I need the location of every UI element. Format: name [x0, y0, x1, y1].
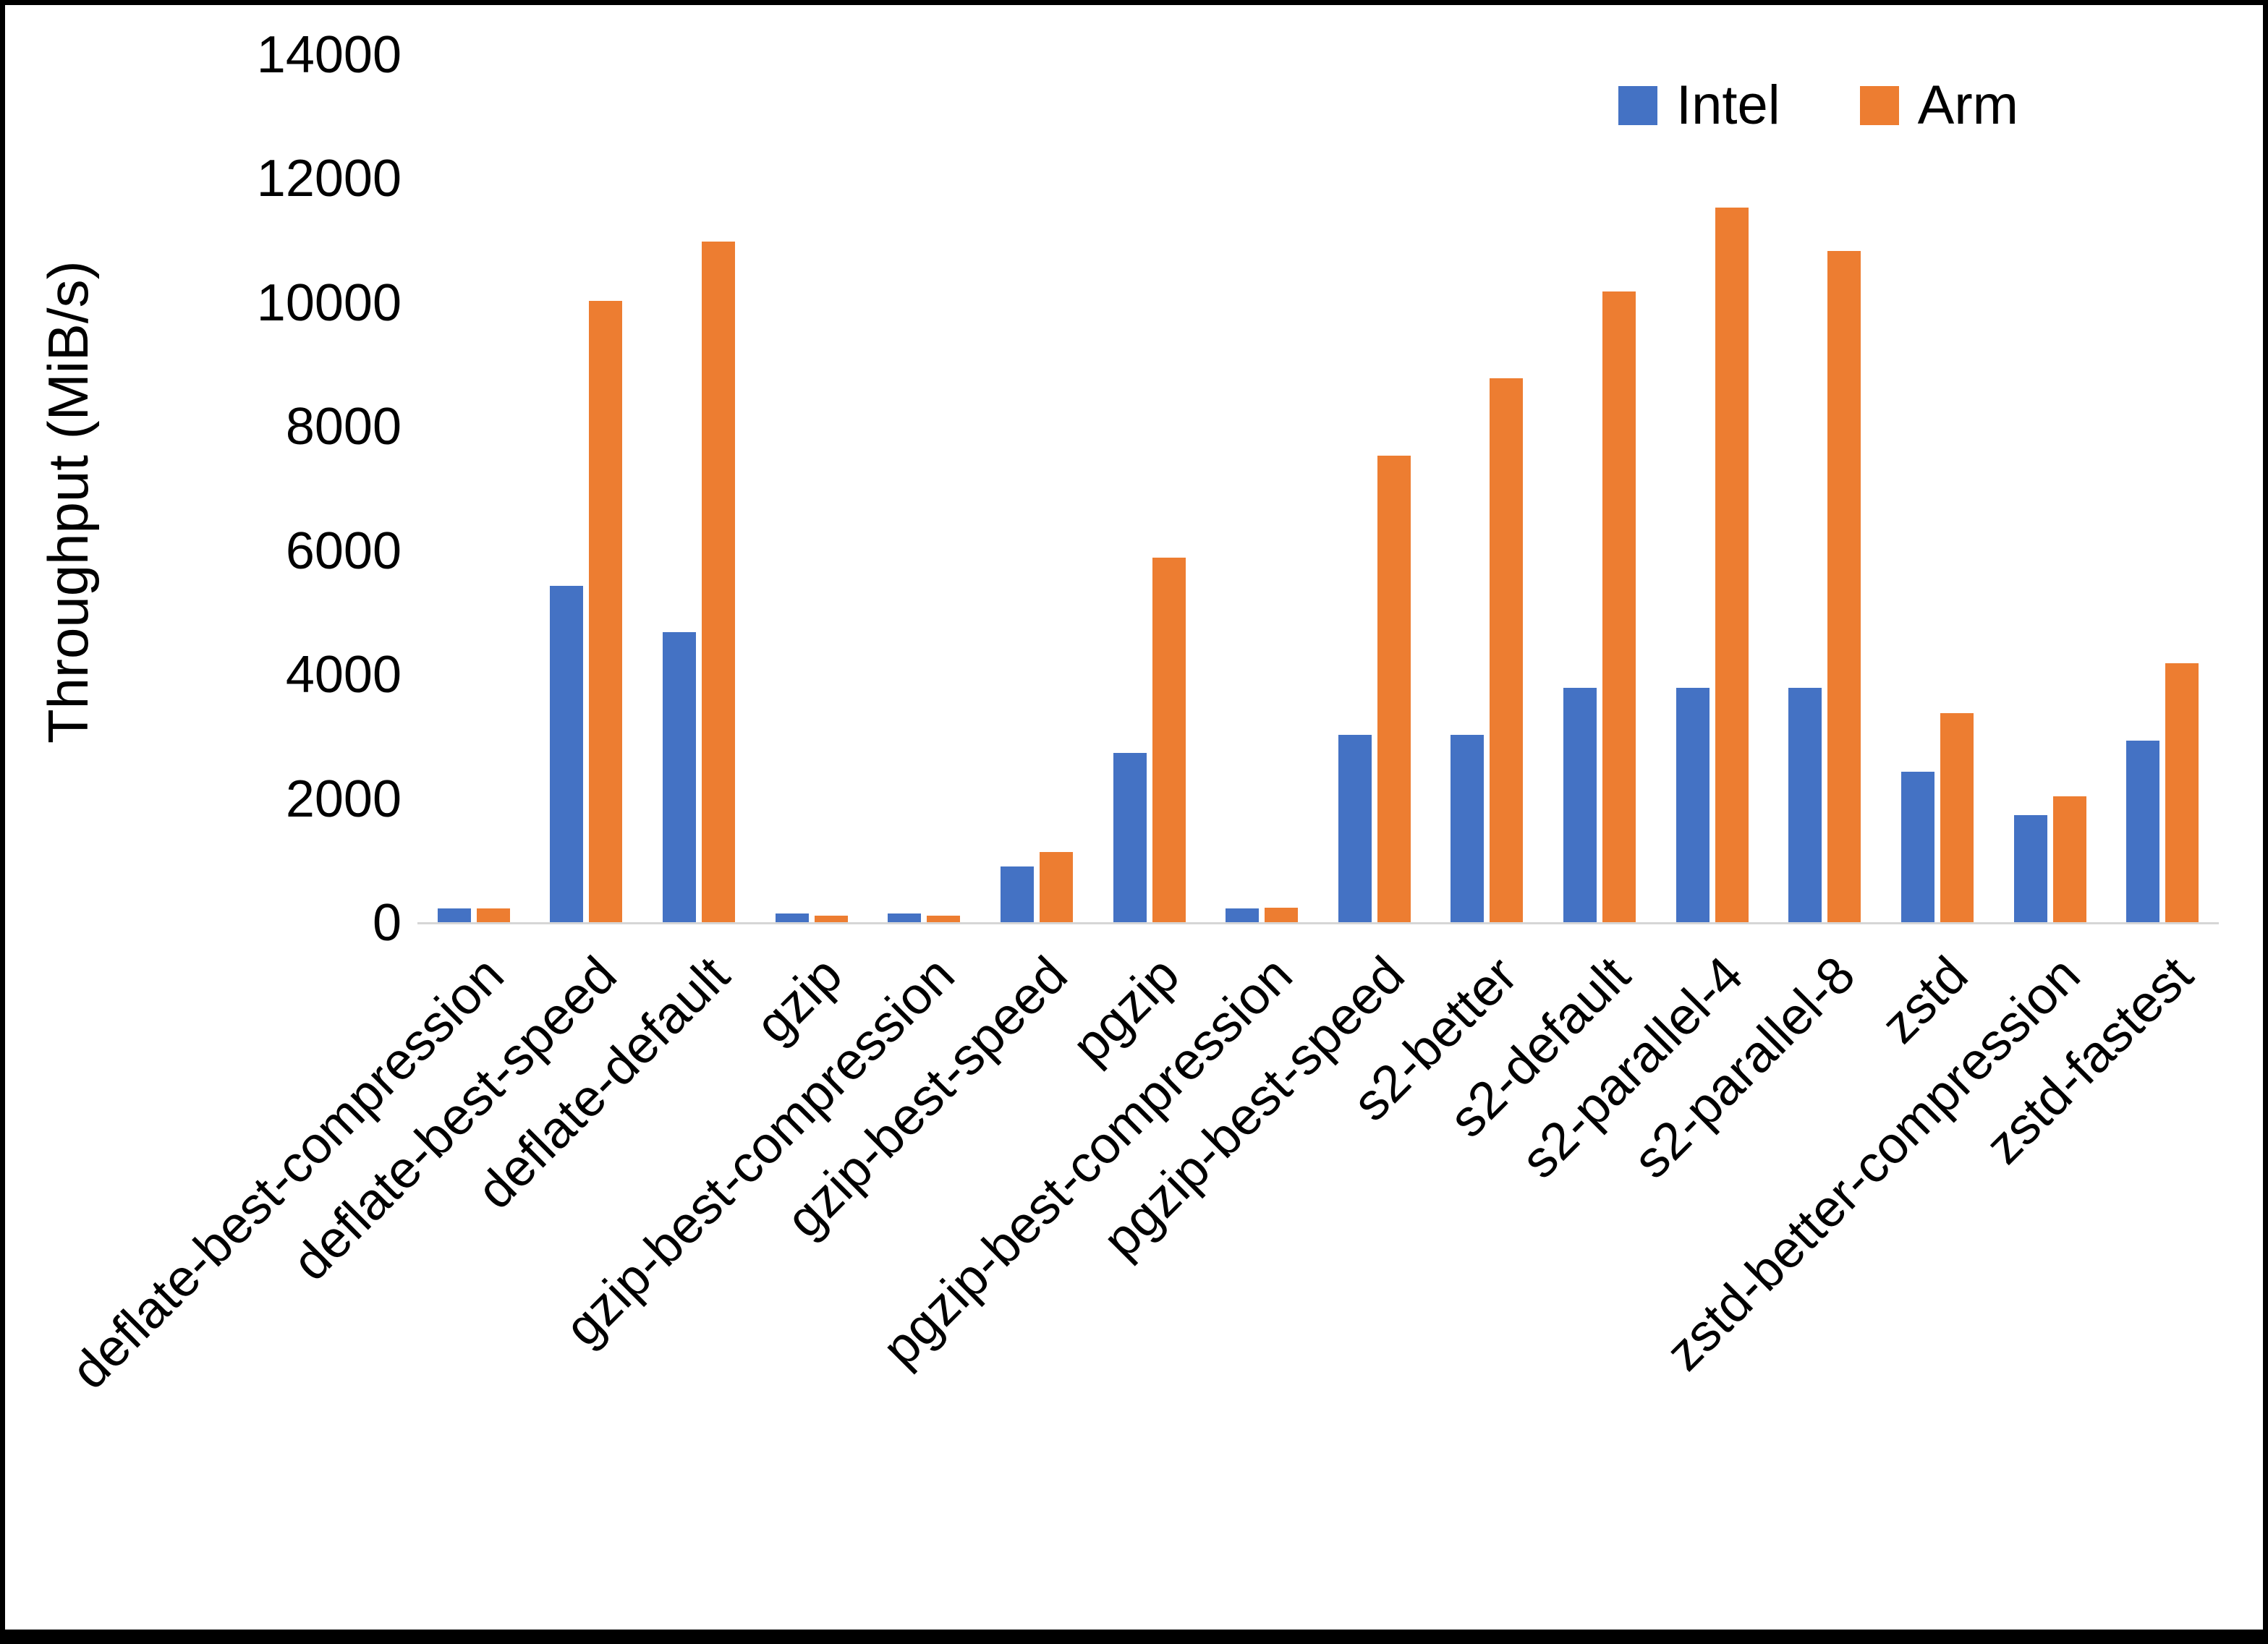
legend-label-intel: Intel: [1676, 74, 1780, 136]
bar-intel-s2-parallel-8: [1788, 688, 1822, 924]
plot-area: [417, 56, 2219, 924]
bar-arm-s2-parallel-4: [1715, 208, 1749, 924]
bar-arm-gzip-best-compression: [927, 916, 961, 924]
y-tick-label: 4000: [285, 646, 402, 704]
y-tick-label: 10000: [256, 273, 402, 332]
bar-arm-s2-default: [1602, 291, 1636, 924]
bar-intel-pgzip-best-compression: [1226, 908, 1260, 924]
bar-arm-s2-parallel-8: [1827, 251, 1861, 924]
bar-intel-s2-parallel-4: [1675, 688, 1710, 924]
bar-arm-pgzip-best-speed: [1377, 456, 1411, 924]
bar-arm-zstd: [1940, 713, 1974, 924]
x-tick-label: deflate-best-compression: [60, 945, 516, 1400]
y-tick-label: 0: [372, 894, 402, 952]
bar-arm-zstd-fastest: [2165, 663, 2199, 924]
bar-intel-zstd-fastest: [2126, 741, 2160, 924]
bar-intel-s2-default: [1563, 688, 1597, 924]
y-tick-label: 2000: [285, 770, 402, 828]
bar-arm-gzip: [814, 916, 848, 924]
bar-intel-gzip: [775, 913, 809, 924]
bar-arm-deflate-best-compression: [476, 908, 510, 924]
legend: Intel Arm: [1618, 74, 2018, 137]
bar-arm-zstd-better-compression: [2052, 796, 2086, 924]
bar-intel-s2-better: [1451, 735, 1485, 924]
bar-intel-pgzip: [1113, 753, 1147, 924]
bar-intel-gzip-best-compression: [888, 913, 922, 924]
bar-intel-gzip-best-speed: [1000, 866, 1034, 924]
legend-item-arm: Arm: [1859, 74, 2018, 137]
bar-arm-deflate-default: [702, 242, 736, 924]
intel-swatch-icon: [1618, 85, 1657, 125]
bar-intel-pgzip-best-speed: [1338, 735, 1372, 924]
bar-intel-zstd: [1900, 772, 1934, 924]
bar-intel-deflate-best-compression: [437, 908, 471, 924]
bar-arm-s2-better: [1490, 378, 1524, 924]
y-tick-label: 6000: [285, 521, 402, 580]
legend-item-intel: Intel: [1618, 74, 1780, 137]
bar-arm-pgzip-best-compression: [1265, 908, 1299, 924]
bar-arm-pgzip: [1152, 558, 1186, 924]
bar-intel-deflate-best-speed: [550, 586, 584, 924]
bar-intel-zstd-better-compression: [2013, 815, 2047, 924]
x-axis-line: [417, 922, 2219, 924]
legend-label-arm: Arm: [1917, 74, 2018, 136]
y-tick-label: 12000: [256, 150, 402, 208]
arm-swatch-icon: [1859, 85, 1899, 125]
bar-arm-gzip-best-speed: [1039, 852, 1073, 924]
y-tick-label: 8000: [285, 398, 402, 456]
bar-intel-deflate-default: [663, 632, 697, 924]
y-tick-label: 14000: [256, 26, 402, 84]
bar-arm-deflate-best-speed: [589, 301, 623, 924]
